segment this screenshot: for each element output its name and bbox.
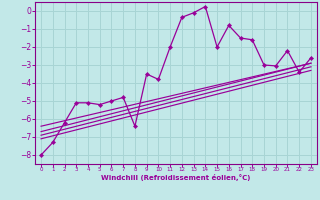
X-axis label: Windchill (Refroidissement éolien,°C): Windchill (Refroidissement éolien,°C) — [101, 174, 251, 181]
